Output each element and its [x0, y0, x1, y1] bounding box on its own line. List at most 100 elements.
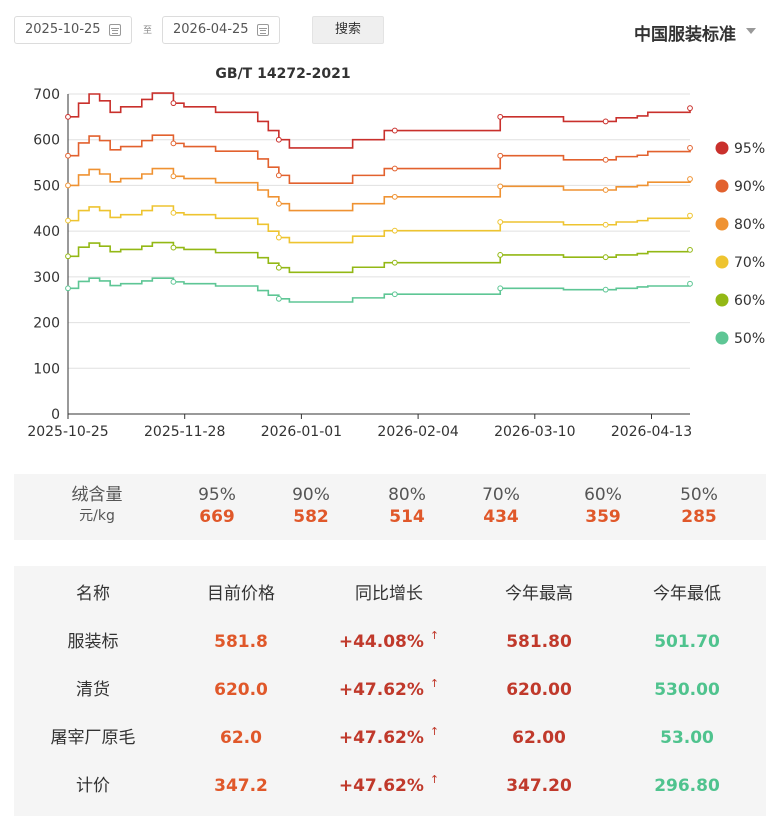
row-name: 服装标	[67, 632, 119, 652]
data-point	[65, 253, 71, 260]
chevron-down-icon[interactable]	[746, 28, 756, 34]
chart-axes: 0 100 200 300 400 500 600 700 2025-10-25 2025-11-…	[27, 87, 692, 440]
calendar-icon	[257, 24, 269, 36]
start-date-input[interactable]: 2025-10-25	[14, 16, 132, 44]
data-point	[391, 259, 398, 266]
end-date-input[interactable]: 2026-04-25	[162, 16, 280, 44]
data-point	[497, 219, 504, 225]
price-table: 名称 目前价格 同比增长 今年最高 今年最低 服装标 581.8 +44.08%…	[14, 566, 766, 816]
end-date-value: 2026-04-25	[173, 22, 249, 37]
growth-value: +47.62%	[338, 680, 424, 700]
arrow-up-icon: ↑	[429, 677, 440, 690]
data-point	[65, 182, 71, 189]
growth-value: +44.08%	[338, 632, 424, 652]
series-line-80	[68, 167, 691, 212]
summary-unit: 元/kg	[79, 508, 115, 524]
table-row: 清货 620.0 +47.62% ↑ 620.00 530.00	[14, 666, 766, 714]
summary-value: 514	[389, 507, 425, 527]
y-tick-label: 200	[33, 316, 60, 332]
x-tick-label: 2025-11-28	[144, 424, 225, 440]
chart-title: GB/T 14272-2021	[215, 66, 350, 82]
summary-item-60: 60% 359	[568, 484, 638, 528]
data-point	[497, 285, 504, 292]
summary-label-cell: 绒含量 元/kg	[52, 484, 142, 526]
data-point	[687, 280, 693, 287]
summary-grade: 95%	[198, 485, 236, 505]
data-point	[170, 244, 177, 251]
data-point	[170, 173, 177, 180]
growth-value: +47.62%	[338, 728, 424, 748]
summary-grade: 60%	[584, 485, 622, 505]
summary-item-95: 95% 669	[182, 484, 252, 528]
summary-item-50: 50% 285	[664, 484, 734, 528]
summary-item-90: 90% 582	[276, 484, 346, 528]
x-tick-label: 2025-10-25	[27, 424, 108, 440]
row-low: 501.70	[654, 632, 720, 652]
arrow-up-icon: ↑	[429, 725, 440, 738]
legend-label: 95%	[734, 141, 765, 157]
x-tick-label: 2026-02-04	[377, 424, 458, 440]
legend-swatch	[715, 141, 729, 155]
x-tick-label: 2026-03-10	[494, 424, 575, 440]
row-growth: +47.62% ↑	[314, 714, 464, 764]
chart-series	[65, 92, 693, 303]
table-row: 计价 347.2 +47.62% ↑ 347.20 296.80	[14, 762, 766, 810]
header-low: 今年最低	[653, 584, 721, 604]
data-point	[170, 100, 177, 107]
data-point	[497, 113, 504, 120]
price-chart: GB/T 14272-2021 0 100 200 300 400 500 600 700 20…	[0, 58, 782, 448]
legend-label: 80%	[734, 217, 765, 233]
series-line-70	[68, 205, 691, 244]
summary-grade: 80%	[388, 485, 426, 505]
data-point	[65, 285, 71, 292]
data-point	[602, 156, 609, 163]
data-point	[170, 140, 177, 147]
date-separator: 至	[143, 26, 153, 36]
standard-select[interactable]: 中国服装标准	[634, 25, 736, 45]
data-point	[602, 221, 609, 228]
chart-legend: 95% 90% 80% 70% 60% 50%	[715, 141, 765, 347]
search-button[interactable]: 搜索	[312, 16, 384, 44]
data-point	[391, 291, 398, 298]
y-tick-label: 500	[33, 178, 60, 194]
row-price: 620.0	[214, 680, 268, 700]
data-point	[687, 145, 693, 151]
arrow-up-icon: ↑	[429, 629, 440, 642]
data-point	[275, 200, 282, 207]
header-high: 今年最高	[505, 584, 573, 604]
legend-swatch	[715, 331, 729, 345]
chart-grid	[68, 93, 690, 415]
x-tick-label: 2026-01-01	[261, 424, 342, 440]
row-high: 620.00	[506, 680, 572, 700]
data-point	[391, 127, 398, 134]
data-point	[275, 136, 282, 143]
legend-label: 70%	[734, 255, 765, 271]
data-point	[391, 227, 398, 234]
row-high: 581.80	[506, 632, 572, 652]
header-growth: 同比增长	[355, 584, 423, 604]
legend-label: 50%	[734, 331, 765, 347]
header-price: 目前价格	[207, 584, 275, 604]
series-line-95	[68, 92, 691, 149]
data-point	[687, 176, 693, 182]
summary-value: 669	[199, 507, 235, 527]
row-low: 53.00	[660, 728, 714, 748]
header-name: 名称	[76, 584, 110, 604]
row-growth: +47.62% ↑	[314, 762, 464, 812]
row-price: 581.8	[214, 632, 268, 652]
table-header-row: 名称 目前价格 同比增长 今年最高 今年最低	[14, 570, 766, 618]
legend-label: 60%	[734, 293, 765, 309]
y-tick-label: 600	[33, 133, 60, 149]
row-name: 清货	[76, 680, 110, 700]
data-point	[275, 295, 282, 302]
series-line-50	[68, 277, 691, 303]
row-low: 296.80	[654, 776, 720, 796]
summary-item-80: 80% 514	[372, 484, 442, 528]
data-point	[275, 234, 282, 241]
series-line-60	[68, 241, 691, 274]
data-point	[602, 254, 609, 261]
down-content-summary: 绒含量 元/kg 95% 669 90% 582 80% 514 70% 434…	[14, 474, 766, 540]
y-tick-label: 100	[33, 361, 60, 377]
legend-swatch	[715, 217, 729, 231]
row-name: 计价	[76, 776, 110, 796]
